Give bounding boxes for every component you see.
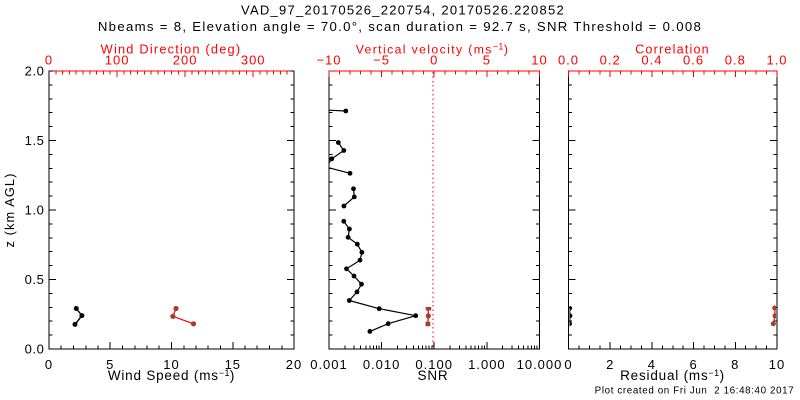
svg-text:10.000: 10.000 [517,357,563,372]
svg-text:2.0: 2.0 [25,64,45,79]
svg-text:z (km AGL): z (km AGL) [2,173,17,248]
svg-text:10: 10 [531,53,547,68]
svg-text:0.0: 0.0 [25,342,45,357]
svg-text:10: 10 [163,357,179,372]
svg-text:Vertical velocity (ms−1): Vertical velocity (ms−1) [356,41,510,57]
svg-text:0: 0 [430,53,438,68]
svg-text:15: 15 [225,357,241,372]
svg-text:Wind Direction (deg): Wind Direction (deg) [101,42,242,57]
svg-text:1.0: 1.0 [766,53,787,68]
svg-text:0.8: 0.8 [725,53,746,68]
svg-text:100: 100 [105,53,130,68]
svg-text:5: 5 [106,357,114,372]
svg-text:0.5: 0.5 [25,272,45,287]
svg-text:SNR: SNR [418,368,449,383]
svg-text:8: 8 [731,357,739,372]
svg-text:0.4: 0.4 [641,53,662,68]
svg-text:Plot created on Fri Jun 2 16:: Plot created on Fri Jun 2 16:48:40 2017 [595,385,795,396]
svg-text:0.010: 0.010 [363,357,401,372]
svg-text:1.5: 1.5 [25,133,45,148]
svg-text:Residual (ms−1): Residual (ms−1) [620,368,725,384]
svg-text:0.0: 0.0 [558,53,579,68]
svg-text:0.2: 0.2 [600,53,621,68]
svg-text:−5: −5 [373,53,390,68]
svg-text:0.001: 0.001 [310,357,348,372]
svg-text:Wind Speed (ms−1): Wind Speed (ms−1) [108,368,235,384]
svg-text:4: 4 [648,357,656,372]
svg-text:1.0: 1.0 [25,203,45,218]
svg-text:0: 0 [564,357,572,372]
svg-text:1.000: 1.000 [468,357,506,372]
svg-text:0: 0 [45,357,53,372]
svg-text:VAD_97_20170526_220754, 201705: VAD_97_20170526_220754, 20170526.220852 [241,3,565,18]
svg-text:5: 5 [483,53,491,68]
svg-text:Nbeams = 8, Elevation angle =: Nbeams = 8, Elevation angle = 70.0°, sca… [98,19,702,34]
svg-text:200: 200 [173,53,198,68]
svg-text:Correlation: Correlation [635,43,710,57]
svg-text:0.6: 0.6 [683,53,704,68]
svg-text:20: 20 [286,357,302,372]
svg-text:2: 2 [606,357,614,372]
svg-text:−10: −10 [316,53,341,68]
svg-text:10: 10 [769,357,785,372]
svg-text:300: 300 [241,53,266,68]
svg-text:0.100: 0.100 [415,357,453,372]
svg-text:0: 0 [45,53,53,68]
svg-text:6: 6 [689,357,697,372]
